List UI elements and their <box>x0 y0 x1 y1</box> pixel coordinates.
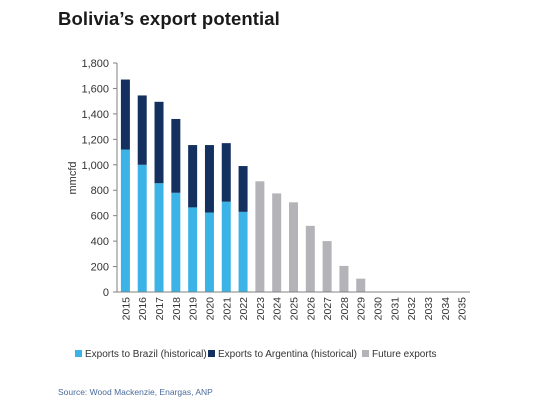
x-tick-label: 2015 <box>120 297 132 321</box>
bar-exports-to-argentina-historical-2021 <box>221 143 231 202</box>
bar-future-exports-2023 <box>255 181 265 292</box>
bar-exports-to-argentina-historical-2022 <box>238 166 248 212</box>
x-tick-label: 2034 <box>440 297 452 321</box>
bar-exports-to-argentina-historical-2017 <box>154 101 164 184</box>
legend-label: Exports to Argentina (historical) <box>218 349 357 360</box>
y-tick-label: 600 <box>91 211 109 223</box>
bar-exports-to-brazil-historical-2015 <box>120 149 130 292</box>
bar-exports-to-argentina-historical-2019 <box>188 145 198 208</box>
bar-exports-to-brazil-historical-2016 <box>137 164 147 292</box>
x-tick-label: 2018 <box>171 297 183 321</box>
bar-exports-to-brazil-historical-2017 <box>154 183 164 292</box>
bar-exports-to-argentina-historical-2020 <box>204 145 214 213</box>
y-tick-label: 1,400 <box>81 109 109 121</box>
bar-exports-to-brazil-historical-2021 <box>221 201 231 292</box>
x-tick-label: 2016 <box>137 297 149 321</box>
bar-future-exports-2024 <box>272 193 282 292</box>
bar-future-exports-2029 <box>356 278 366 292</box>
x-tick-label: 2022 <box>238 297 250 321</box>
x-axis: 2015 2016 2017 2018 2019 2020 2021 2022 2023 2024… <box>117 291 470 321</box>
legend-swatch <box>208 350 215 357</box>
bar-future-exports-2027 <box>322 241 332 292</box>
y-axis-label: mmcfd <box>67 162 79 195</box>
x-tick-label: 2024 <box>272 297 284 321</box>
legend-label: Exports to Brazil (historical) <box>85 349 207 360</box>
x-tick-label: 2028 <box>339 297 351 321</box>
legend-swatch <box>362 350 369 357</box>
y-tick-label: 1,600 <box>81 83 109 95</box>
bar-exports-to-brazil-historical-2019 <box>188 207 198 292</box>
x-tick-label: 2025 <box>289 297 301 321</box>
chart-title: Bolivia’s export potential <box>58 8 280 29</box>
legend-label: Future exports <box>372 349 436 360</box>
x-tick-label: 2020 <box>204 297 216 321</box>
x-tick-label: 2017 <box>154 297 166 321</box>
y-tick-label: 800 <box>91 185 109 197</box>
x-tick-label: 2033 <box>423 297 435 321</box>
x-tick-label: 2030 <box>373 297 385 321</box>
bars <box>120 79 366 292</box>
y-tick-label: 400 <box>91 236 109 248</box>
y-tick-label: 200 <box>91 262 109 274</box>
y-tick-label: 0 <box>103 287 109 299</box>
bar-exports-to-argentina-historical-2016 <box>137 95 147 165</box>
bar-exports-to-argentina-historical-2015 <box>120 79 130 150</box>
x-tick-label: 2029 <box>356 297 368 321</box>
bar-future-exports-2025 <box>289 202 298 292</box>
bar-future-exports-2026 <box>305 225 315 292</box>
bar-exports-to-brazil-historical-2022 <box>238 211 248 292</box>
legend: Exports to Brazil (historical) Exports to… <box>75 349 436 360</box>
bar-exports-to-brazil-historical-2018 <box>171 192 181 292</box>
x-tick-label: 2031 <box>389 297 401 321</box>
bar-exports-to-argentina-historical-2018 <box>171 118 181 193</box>
x-tick-label: 2035 <box>457 297 469 321</box>
y-tick-label: 1,200 <box>81 134 109 146</box>
x-tick-label: 2023 <box>255 297 267 321</box>
y-tick-label: 1,000 <box>81 160 109 172</box>
y-tick-label: 1,800 <box>81 58 109 70</box>
bar-exports-to-brazil-historical-2020 <box>204 212 214 292</box>
y-axis: 0 200 400 600 800 1,000 1,200 1,400 1,600 1,800 <box>81 58 118 299</box>
x-tick-label: 2032 <box>406 297 418 321</box>
x-tick-label: 2019 <box>188 297 200 321</box>
source-note: Source: Wood Mackenzie, Enargas, ANP <box>58 387 213 397</box>
bar-future-exports-2028 <box>339 265 349 292</box>
legend-swatch <box>75 350 82 357</box>
x-tick-label: 2026 <box>305 297 317 321</box>
x-tick-label: 2021 <box>221 297 233 321</box>
x-tick-label: 2027 <box>322 297 334 321</box>
